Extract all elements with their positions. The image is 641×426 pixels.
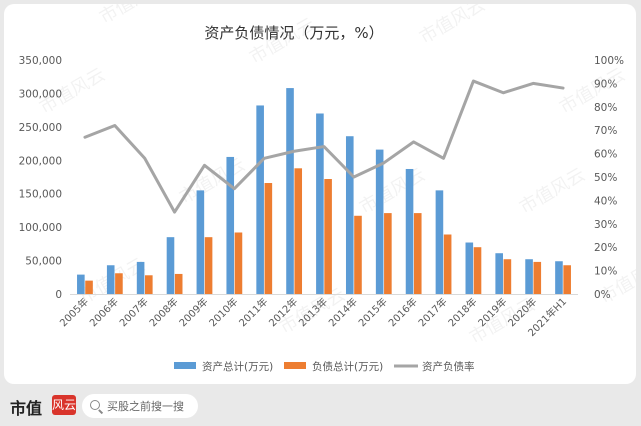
watermark-text: 市值风云 [516, 164, 589, 218]
bar-assets [465, 242, 474, 294]
x-tick-label: 2011年 [236, 295, 270, 329]
bar-liabilities [204, 237, 213, 294]
bar-liabilities [354, 215, 362, 294]
search-icon [90, 400, 100, 410]
watermark-text: 市值风云 [176, 154, 249, 208]
left-tick-label: 300,000 [19, 88, 62, 100]
legend-swatch [174, 362, 196, 369]
bar-liabilities [264, 183, 273, 294]
right-tick-label: 30% [594, 219, 617, 231]
right-tick-label: 10% [594, 266, 617, 278]
left-tick-label: 100,000 [19, 222, 62, 234]
right-tick-label: 100% [594, 55, 624, 67]
bar-assets [345, 136, 354, 294]
right-tick-label: 70% [594, 125, 617, 137]
bar-assets [435, 190, 444, 294]
bar-liabilities [324, 179, 332, 294]
bar-liabilities [413, 213, 422, 294]
left-tick-label: 50,000 [25, 256, 62, 268]
bar-liabilities [145, 275, 153, 294]
left-axis: 0 50,000 100,000 150,000 200,000 250,000 300,0… [19, 55, 62, 301]
x-tick-label: 2015年 [356, 295, 390, 329]
legend-label: 资产负债率 [422, 360, 475, 373]
search-box[interactable]: 买股之前搜一搜 [82, 394, 198, 418]
brand-logo: 市值 [10, 399, 43, 418]
legend-swatch [284, 362, 306, 369]
line-layer [83, 79, 565, 214]
bar-assets [555, 261, 563, 294]
bar-assets [525, 259, 533, 294]
bar-liabilities [473, 247, 482, 294]
bar-assets [196, 190, 205, 294]
bar-assets [286, 88, 294, 294]
bar-assets [495, 253, 503, 294]
right-tick-label: 40% [594, 195, 617, 207]
search-placeholder: 买股之前搜一搜 [107, 400, 184, 413]
x-tick-label: 2016年 [386, 295, 420, 329]
legend: 资产总计(万元) 负债总计(万元) 资产负债率 [174, 360, 475, 373]
bar-liabilities [85, 280, 93, 294]
left-tick-label: 200,000 [19, 155, 62, 167]
bar-assets [256, 105, 264, 295]
watermark-text: 市值风云 [416, 4, 489, 48]
right-tick-label: 80% [594, 102, 617, 114]
x-tick-label: 2007年 [117, 295, 151, 329]
brand-logo-mark: 风云 [52, 395, 76, 415]
left-tick-label: 250,000 [19, 122, 62, 134]
left-tick-label: 0 [55, 289, 62, 301]
chart-card: 市值风云 市值风云 市值风云 市值风云 市值风云 市值风云 市值风云 市值风云 市值风云 市值风云… [4, 4, 636, 384]
bar-liabilities [115, 273, 123, 294]
bar-liabilities [443, 234, 452, 294]
chart-title: 资产负债情况（万元，%） [204, 24, 383, 42]
right-tick-label: 50% [594, 172, 617, 184]
watermark-text: 市值风云 [556, 64, 629, 118]
bars-layer [77, 88, 571, 295]
bar-liabilities [234, 232, 243, 294]
right-tick-label: 0% [594, 289, 611, 301]
x-tick-label: 2018年 [445, 295, 479, 329]
footer-bar: 市值 风云 买股之前搜一搜 [0, 388, 641, 426]
bar-liabilities [503, 259, 512, 294]
bar-assets [316, 113, 324, 295]
bar-assets [405, 168, 414, 294]
x-tick-label: 2017年 [415, 295, 449, 329]
bar-assets [106, 265, 115, 294]
legend-label: 资产总计(万元) [202, 360, 273, 373]
watermark-text: 市值风云 [96, 4, 169, 28]
right-tick-label: 90% [594, 78, 617, 90]
bar-assets [226, 156, 235, 294]
left-tick-label: 150,000 [19, 189, 62, 201]
x-tick-label: 2010年 [206, 295, 240, 329]
bar-liabilities [533, 261, 542, 294]
right-tick-label: 20% [594, 242, 617, 254]
legend-label: 负债总计(万元) [312, 360, 383, 373]
right-axis: 0% 10% 20% 30% 40% 50% 60% 70% 80% 90% 100% [594, 55, 624, 301]
bar-assets [375, 149, 384, 294]
x-tick-label: 2009年 [176, 295, 210, 329]
bar-liabilities [174, 273, 183, 294]
bar-assets [166, 237, 175, 294]
bar-assets [136, 261, 145, 294]
bar-liabilities [384, 213, 392, 294]
right-tick-label: 60% [594, 149, 617, 161]
x-tick-label: 2008年 [146, 295, 180, 329]
bar-liabilities [294, 168, 303, 294]
bar-liabilities [563, 265, 571, 294]
bar-assets [77, 274, 85, 294]
left-tick-label: 350,000 [19, 55, 62, 67]
